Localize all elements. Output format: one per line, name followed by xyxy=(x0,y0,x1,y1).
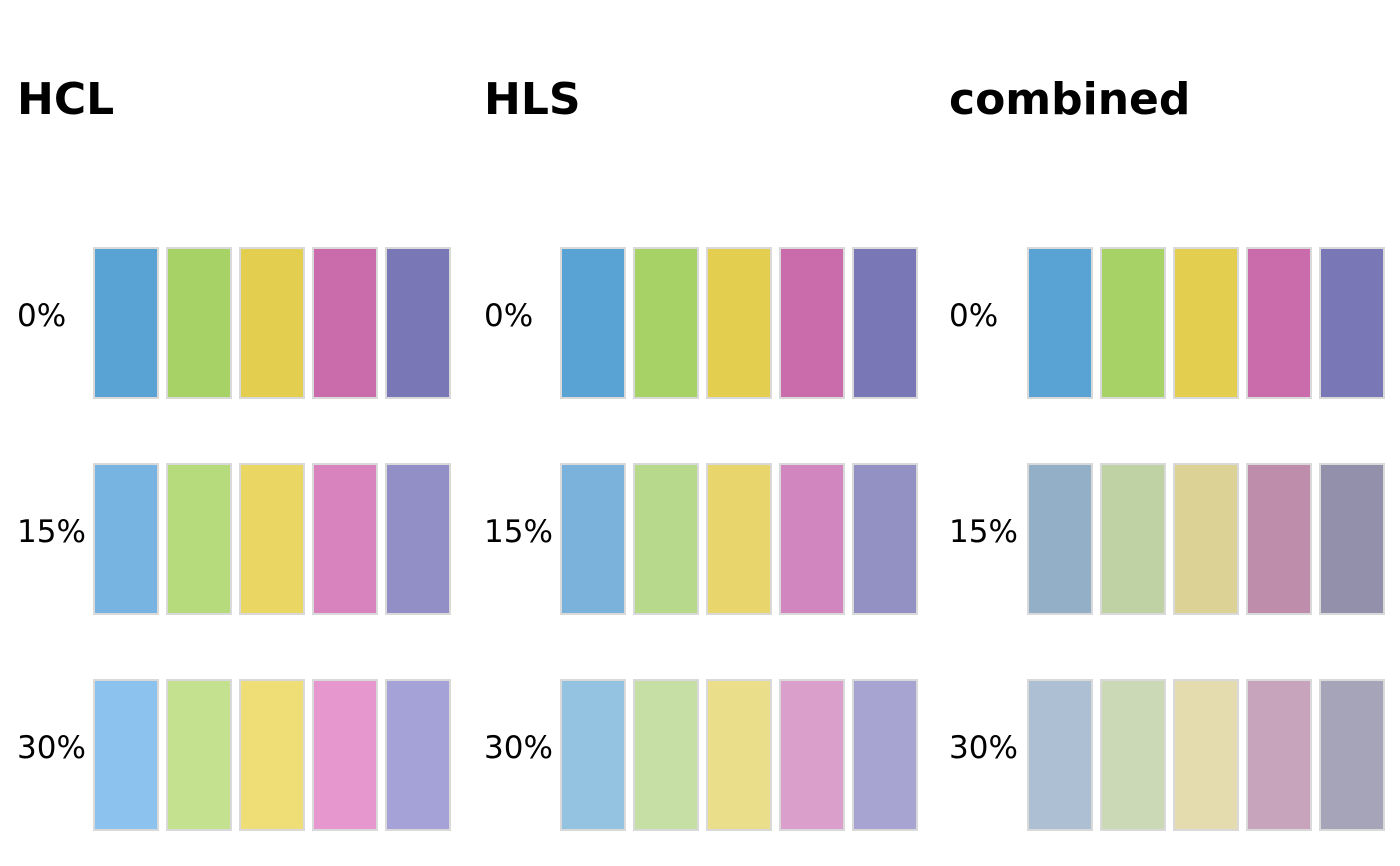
swatch-row-combined-1 xyxy=(1027,463,1385,615)
swatch-row-hcl-1 xyxy=(93,463,451,615)
swatch-hcl-1-3 xyxy=(312,463,378,615)
swatch-row-hls-0 xyxy=(560,247,918,399)
swatch-combined-2-1 xyxy=(1100,679,1166,831)
row-label-hls-0: 0% xyxy=(484,298,534,334)
swatch-combined-2-2 xyxy=(1173,679,1239,831)
swatch-hcl-0-2 xyxy=(239,247,305,399)
swatch-row-hcl-0 xyxy=(93,247,451,399)
row-label-hcl-0: 0% xyxy=(17,298,67,334)
swatch-hls-1-4 xyxy=(852,463,918,615)
swatch-combined-0-1 xyxy=(1100,247,1166,399)
swatch-row-combined-2 xyxy=(1027,679,1385,831)
swatch-combined-0-2 xyxy=(1173,247,1239,399)
swatch-hcl-2-0 xyxy=(93,679,159,831)
swatch-combined-2-4 xyxy=(1319,679,1385,831)
row-label-hls-2: 30% xyxy=(484,730,553,766)
swatch-hcl-2-1 xyxy=(166,679,232,831)
swatch-combined-0-3 xyxy=(1246,247,1312,399)
swatch-combined-1-3 xyxy=(1246,463,1312,615)
swatch-hcl-2-4 xyxy=(385,679,451,831)
swatch-hls-2-1 xyxy=(633,679,699,831)
swatch-hls-1-1 xyxy=(633,463,699,615)
panel-title-hcl: HCL xyxy=(17,74,115,125)
swatch-hls-1-3 xyxy=(779,463,845,615)
swatch-hcl-1-2 xyxy=(239,463,305,615)
swatch-hcl-1-4 xyxy=(385,463,451,615)
swatch-hls-0-3 xyxy=(779,247,845,399)
swatch-hcl-0-1 xyxy=(166,247,232,399)
swatch-hcl-2-3 xyxy=(312,679,378,831)
panel-title-combined: combined xyxy=(949,74,1191,125)
row-label-combined-2: 30% xyxy=(949,730,1018,766)
swatch-hls-0-4 xyxy=(852,247,918,399)
swatch-combined-2-3 xyxy=(1246,679,1312,831)
swatch-hls-1-2 xyxy=(706,463,772,615)
swatch-hls-1-0 xyxy=(560,463,626,615)
swatch-hls-0-2 xyxy=(706,247,772,399)
row-label-hcl-2: 30% xyxy=(17,730,86,766)
swatch-hcl-0-0 xyxy=(93,247,159,399)
swatch-hls-2-3 xyxy=(779,679,845,831)
swatch-hls-2-0 xyxy=(560,679,626,831)
swatch-combined-0-4 xyxy=(1319,247,1385,399)
swatch-combined-0-0 xyxy=(1027,247,1093,399)
swatch-hls-0-0 xyxy=(560,247,626,399)
row-label-hcl-1: 15% xyxy=(17,514,86,550)
swatch-hcl-0-3 xyxy=(312,247,378,399)
panel-title-hls: HLS xyxy=(484,74,581,125)
swatch-row-combined-0 xyxy=(1027,247,1385,399)
swatch-row-hcl-2 xyxy=(93,679,451,831)
swatch-row-hls-1 xyxy=(560,463,918,615)
swatch-hcl-1-0 xyxy=(93,463,159,615)
swatch-combined-1-4 xyxy=(1319,463,1385,615)
row-label-combined-0: 0% xyxy=(949,298,999,334)
swatch-hcl-0-4 xyxy=(385,247,451,399)
swatch-combined-2-0 xyxy=(1027,679,1093,831)
row-label-hls-1: 15% xyxy=(484,514,553,550)
swatch-hcl-1-1 xyxy=(166,463,232,615)
swatch-row-hls-2 xyxy=(560,679,918,831)
swatch-hls-2-2 xyxy=(706,679,772,831)
swatch-hls-0-1 xyxy=(633,247,699,399)
swatch-combined-1-1 xyxy=(1100,463,1166,615)
row-label-combined-1: 15% xyxy=(949,514,1018,550)
swatch-hcl-2-2 xyxy=(239,679,305,831)
swatch-combined-1-0 xyxy=(1027,463,1093,615)
swatch-combined-1-2 xyxy=(1173,463,1239,615)
swatch-hls-2-4 xyxy=(852,679,918,831)
